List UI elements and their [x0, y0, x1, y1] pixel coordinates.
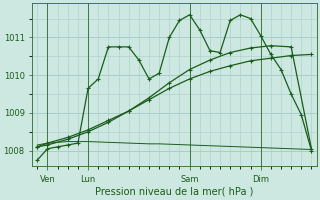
X-axis label: Pression niveau de la mer( hPa ): Pression niveau de la mer( hPa ) [95, 187, 253, 197]
